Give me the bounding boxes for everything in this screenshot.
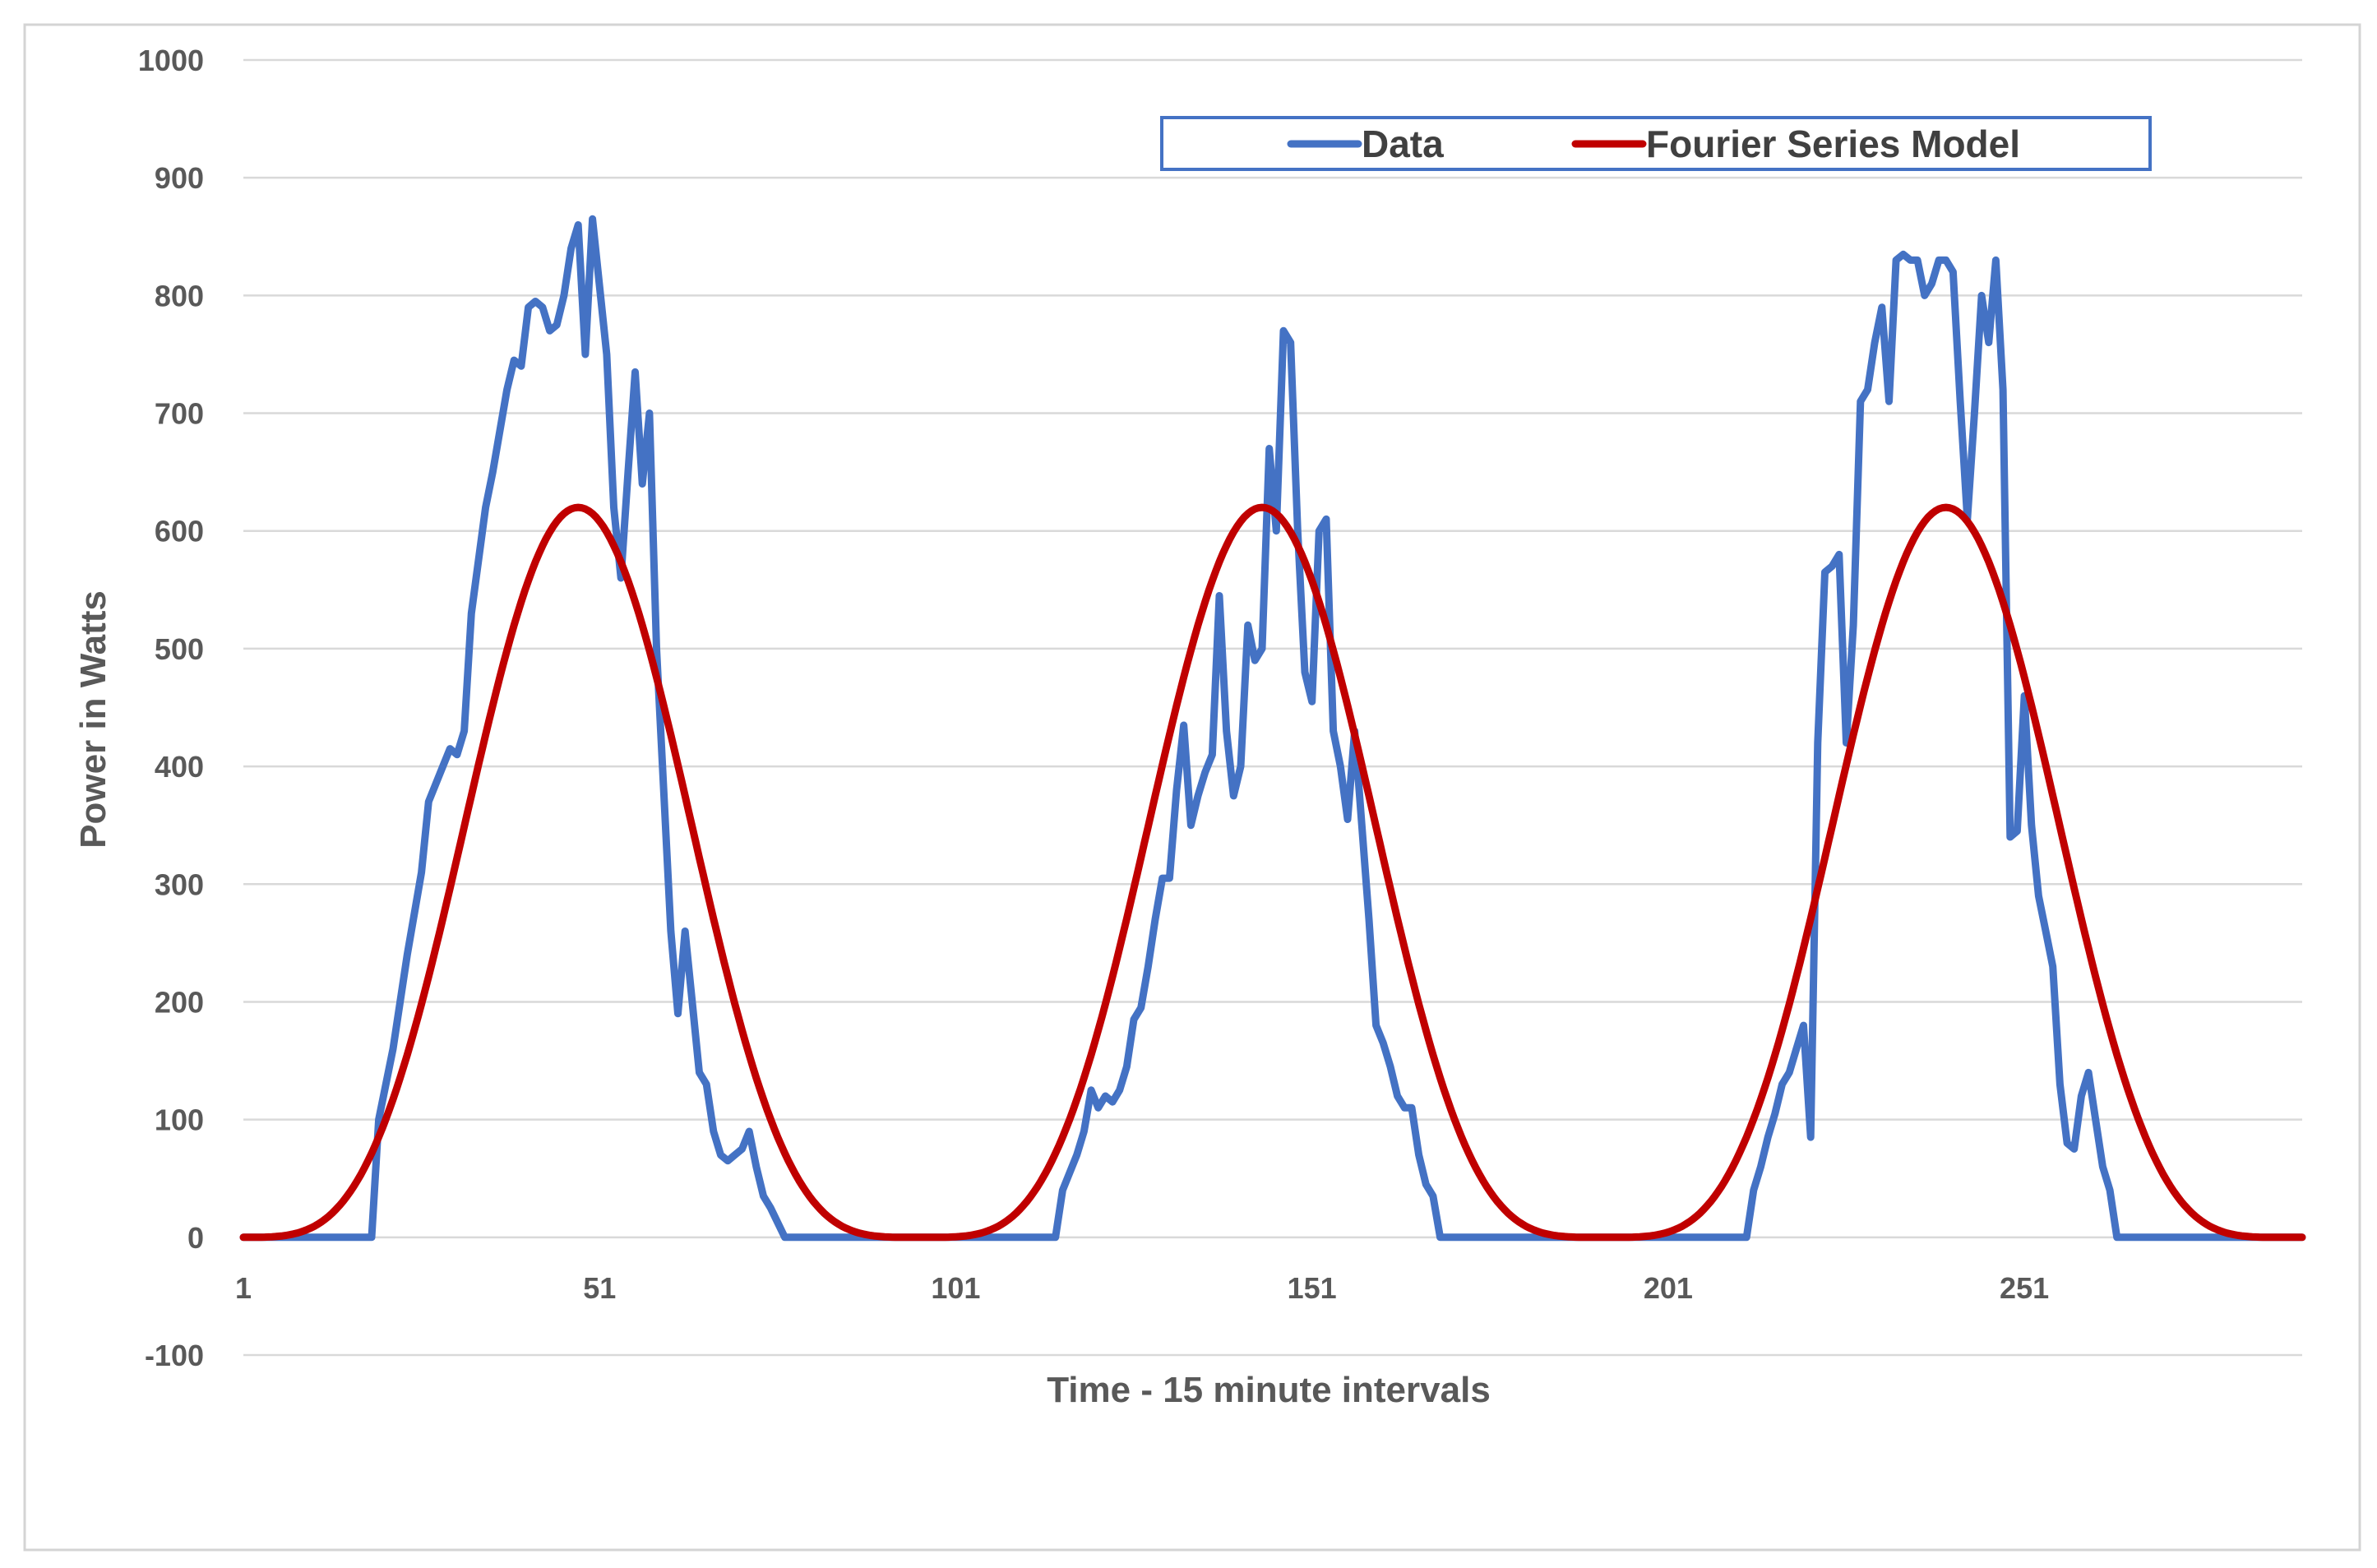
x-axis-title: Time - 15 minute intervals xyxy=(1047,1370,1491,1410)
y-tick-label: 500 xyxy=(155,632,204,666)
x-tick-label: 51 xyxy=(583,1271,616,1305)
y-tick-label: -100 xyxy=(145,1339,204,1372)
series-layer xyxy=(239,215,2306,1242)
x-tick-label: 1 xyxy=(235,1271,252,1305)
y-tick-label: 0 xyxy=(187,1221,204,1255)
chart-frame xyxy=(23,23,2361,1552)
y-tick-label: 600 xyxy=(155,515,204,548)
y-tick-label: 400 xyxy=(155,750,204,784)
y-axis-title: Power in Watts xyxy=(73,590,113,849)
x-tick-label: 201 xyxy=(1644,1271,1693,1305)
y-tick-label: 700 xyxy=(155,397,204,431)
y-tick-label: 800 xyxy=(155,279,204,312)
x-axis-ticks: 1 51 101 151 201 251 xyxy=(235,1271,2049,1305)
y-tick-label: 200 xyxy=(155,985,204,1019)
series-line-data xyxy=(239,215,2306,1242)
y-tick-label: 1000 xyxy=(138,44,204,77)
x-tick-label: 101 xyxy=(931,1271,980,1305)
grid-lines xyxy=(243,58,2302,1357)
y-tick-label: 900 xyxy=(155,161,204,195)
y-tick-label: 300 xyxy=(155,867,204,901)
legend: Data Fourier Series Model xyxy=(1160,116,2152,171)
x-tick-label: 151 xyxy=(1288,1271,1337,1305)
x-tick-label: 251 xyxy=(2000,1271,2049,1305)
series-line-fourier-model xyxy=(239,503,2306,1242)
y-tick-label: 100 xyxy=(155,1103,204,1137)
legend-label-fourier: Fourier Series Model xyxy=(1646,123,2020,165)
legend-label-data: Data xyxy=(1362,123,1444,165)
